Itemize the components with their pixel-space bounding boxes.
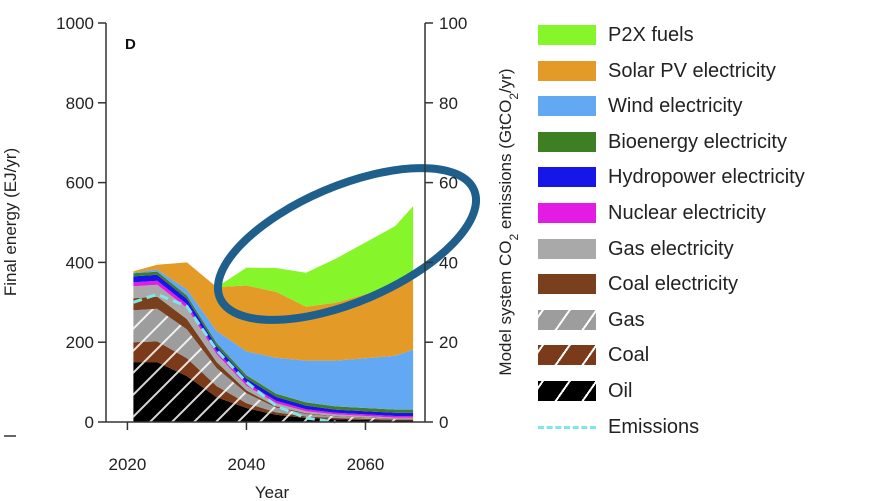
legend-swatch — [538, 274, 596, 295]
highlight-ellipse — [213, 164, 481, 324]
y-tick-label: 600 — [66, 174, 94, 193]
legend-label: Gas electricity — [608, 237, 734, 260]
legend-label: Gas — [608, 308, 645, 331]
y2-tick-label: 20 — [439, 333, 458, 352]
area-layers — [133, 206, 414, 422]
area-gas-hatch — [133, 308, 414, 420]
legend-swatch — [538, 380, 596, 401]
legend-swatch — [538, 425, 596, 429]
y-tick-label: 1000 — [56, 14, 94, 33]
legend-label: Emissions — [608, 415, 700, 438]
legend-item: Hydropower electricity — [538, 159, 868, 195]
legend-swatch — [538, 202, 596, 223]
y2-tick-label: 80 — [439, 94, 458, 113]
legend-label: Hydropower electricity — [608, 166, 805, 189]
legend-swatch — [538, 25, 596, 45]
panel-label: D — [125, 36, 136, 53]
area-p2x-fuels — [133, 206, 414, 307]
y-axis-title: Final energy (EJ/yr) — [1, 148, 20, 296]
legend-label: Coal — [608, 344, 650, 367]
y-tick-label: 800 — [66, 94, 94, 113]
emissions-line — [132, 292, 336, 424]
legend-label: Solar PV electricity — [608, 59, 776, 82]
legend-label: Oil — [608, 379, 633, 402]
legend-swatch — [538, 60, 596, 81]
legend-item: Gas — [538, 302, 868, 338]
legend-item: P2X fuels — [538, 17, 868, 53]
area-gas-electricity — [133, 284, 414, 419]
legend-item: Wind electricity — [538, 88, 868, 124]
y-tick-label: 200 — [66, 333, 94, 352]
legend-swatch — [538, 309, 596, 330]
y2-tick-label: 40 — [439, 253, 458, 272]
area-coal-hatch — [133, 341, 414, 421]
legend-item: Emissions — [538, 409, 868, 445]
legend-swatch — [538, 345, 596, 366]
legend-item: Coal electricity — [538, 266, 868, 302]
legend-item: Bioenergy electricity — [538, 124, 868, 160]
x-tick-label: 2040 — [228, 455, 266, 474]
x-tick-label: 2060 — [347, 455, 385, 474]
area-coal-electricity — [133, 296, 414, 419]
legend-item: Nuclear electricity — [538, 195, 868, 231]
y2-tick-label: 100 — [439, 14, 467, 33]
overlay — [132, 164, 481, 424]
legend-swatch — [538, 167, 596, 188]
legend-label: Wind electricity — [608, 95, 743, 118]
y2-axis-title: Model system CO2 emissions (GtCO2/yr) — [496, 68, 521, 375]
area-oil-hatch — [133, 362, 414, 422]
legend-swatch — [538, 96, 596, 117]
y-tick-label: 0 — [85, 413, 94, 432]
area-solar-pv-electricity — [133, 262, 414, 361]
legend-swatch — [538, 131, 596, 152]
y2-tick-label: 0 — [439, 413, 448, 432]
legend-label: Nuclear electricity — [608, 201, 766, 224]
legend-label: Bioenergy electricity — [608, 130, 787, 153]
legend-item: Oil — [538, 373, 868, 409]
axes — [105, 23, 426, 423]
legend-item: Coal — [538, 337, 868, 373]
legend-item: Solar PV electricity — [538, 53, 868, 89]
y2-tick-label: 60 — [439, 174, 458, 193]
x-axis-title: Year — [255, 483, 290, 501]
legend-label: P2X fuels — [608, 24, 694, 46]
legend-item: Gas electricity — [538, 231, 868, 267]
x-tick-label: 2020 — [109, 455, 147, 474]
legend: P2X fuels Solar PV electricity Wind electr… — [538, 17, 868, 444]
area-wind-electricity — [133, 269, 414, 410]
legend-label: Coal electricity — [608, 273, 739, 296]
legend-swatch — [538, 238, 596, 259]
y-tick-label: 400 — [66, 253, 94, 272]
